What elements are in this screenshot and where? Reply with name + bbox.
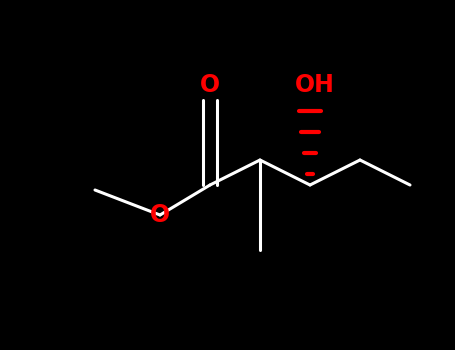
Text: O: O [200,73,220,97]
Text: O: O [150,203,170,227]
Text: OH: OH [295,73,335,97]
